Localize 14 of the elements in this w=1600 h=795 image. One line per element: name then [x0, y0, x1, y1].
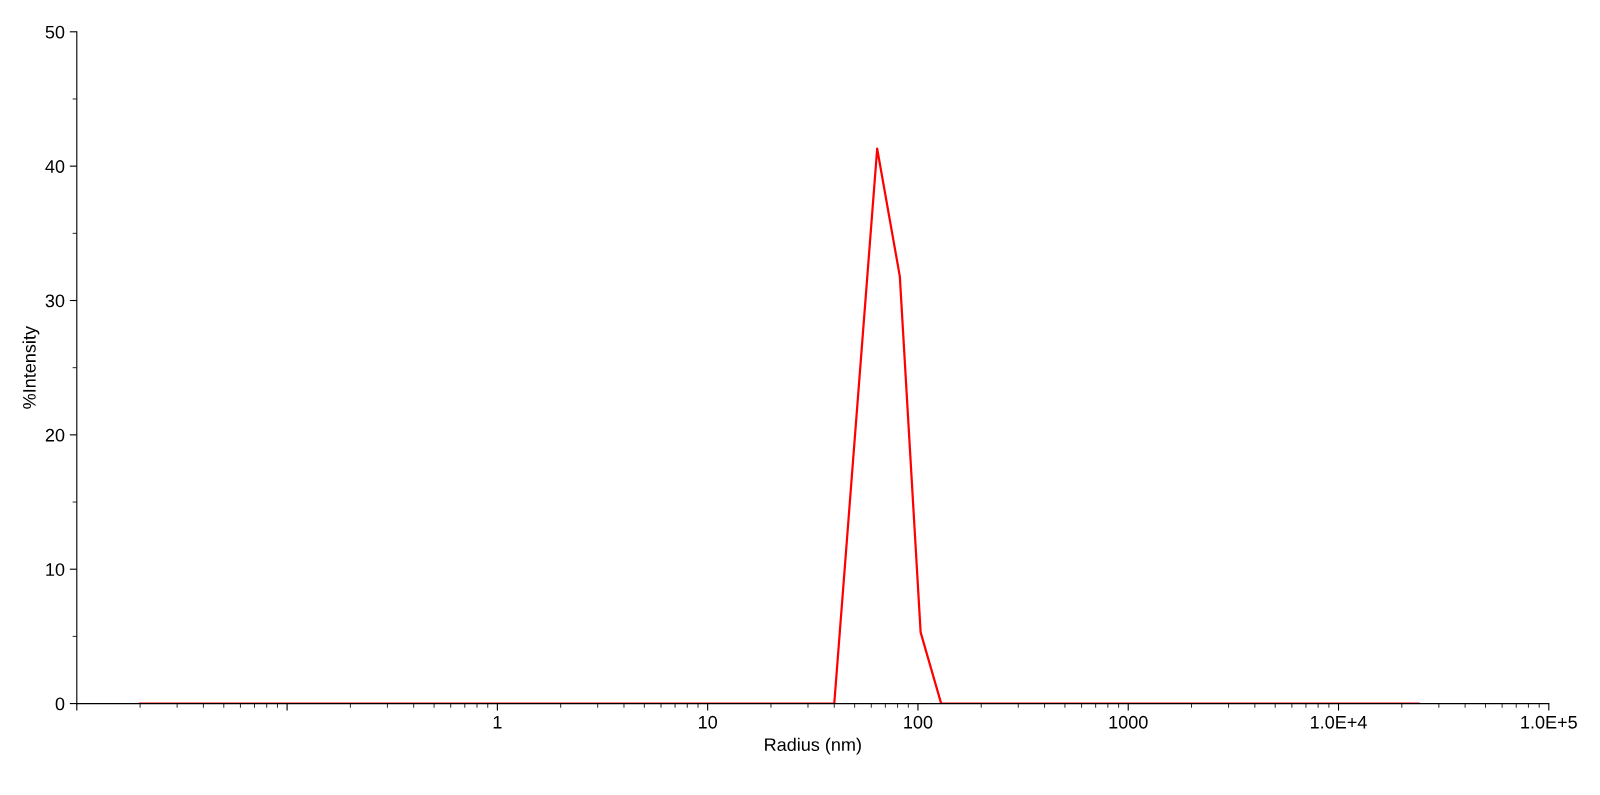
y-tick-label: 40	[45, 160, 65, 173]
x-tick-label: 1.0E+4	[1311, 715, 1367, 729]
y-axis-title: %Intensity	[22, 326, 40, 409]
y-tick-label: 30	[45, 294, 65, 308]
x-axis-title: Radius (nm)	[765, 737, 861, 755]
y-tick-label: 50	[45, 25, 65, 39]
x-tick-label: 1000	[1109, 715, 1148, 729]
y-tick-label: 20	[45, 428, 65, 442]
x-tick-label: 10	[698, 715, 717, 729]
x-tick-label: 1	[493, 716, 502, 729]
x-tick-label: 100	[904, 715, 933, 729]
y-tick-label: 0	[55, 697, 65, 711]
x-tick-label: 1.0E+5	[1521, 715, 1577, 729]
y-tick-label: 10	[46, 563, 65, 576]
